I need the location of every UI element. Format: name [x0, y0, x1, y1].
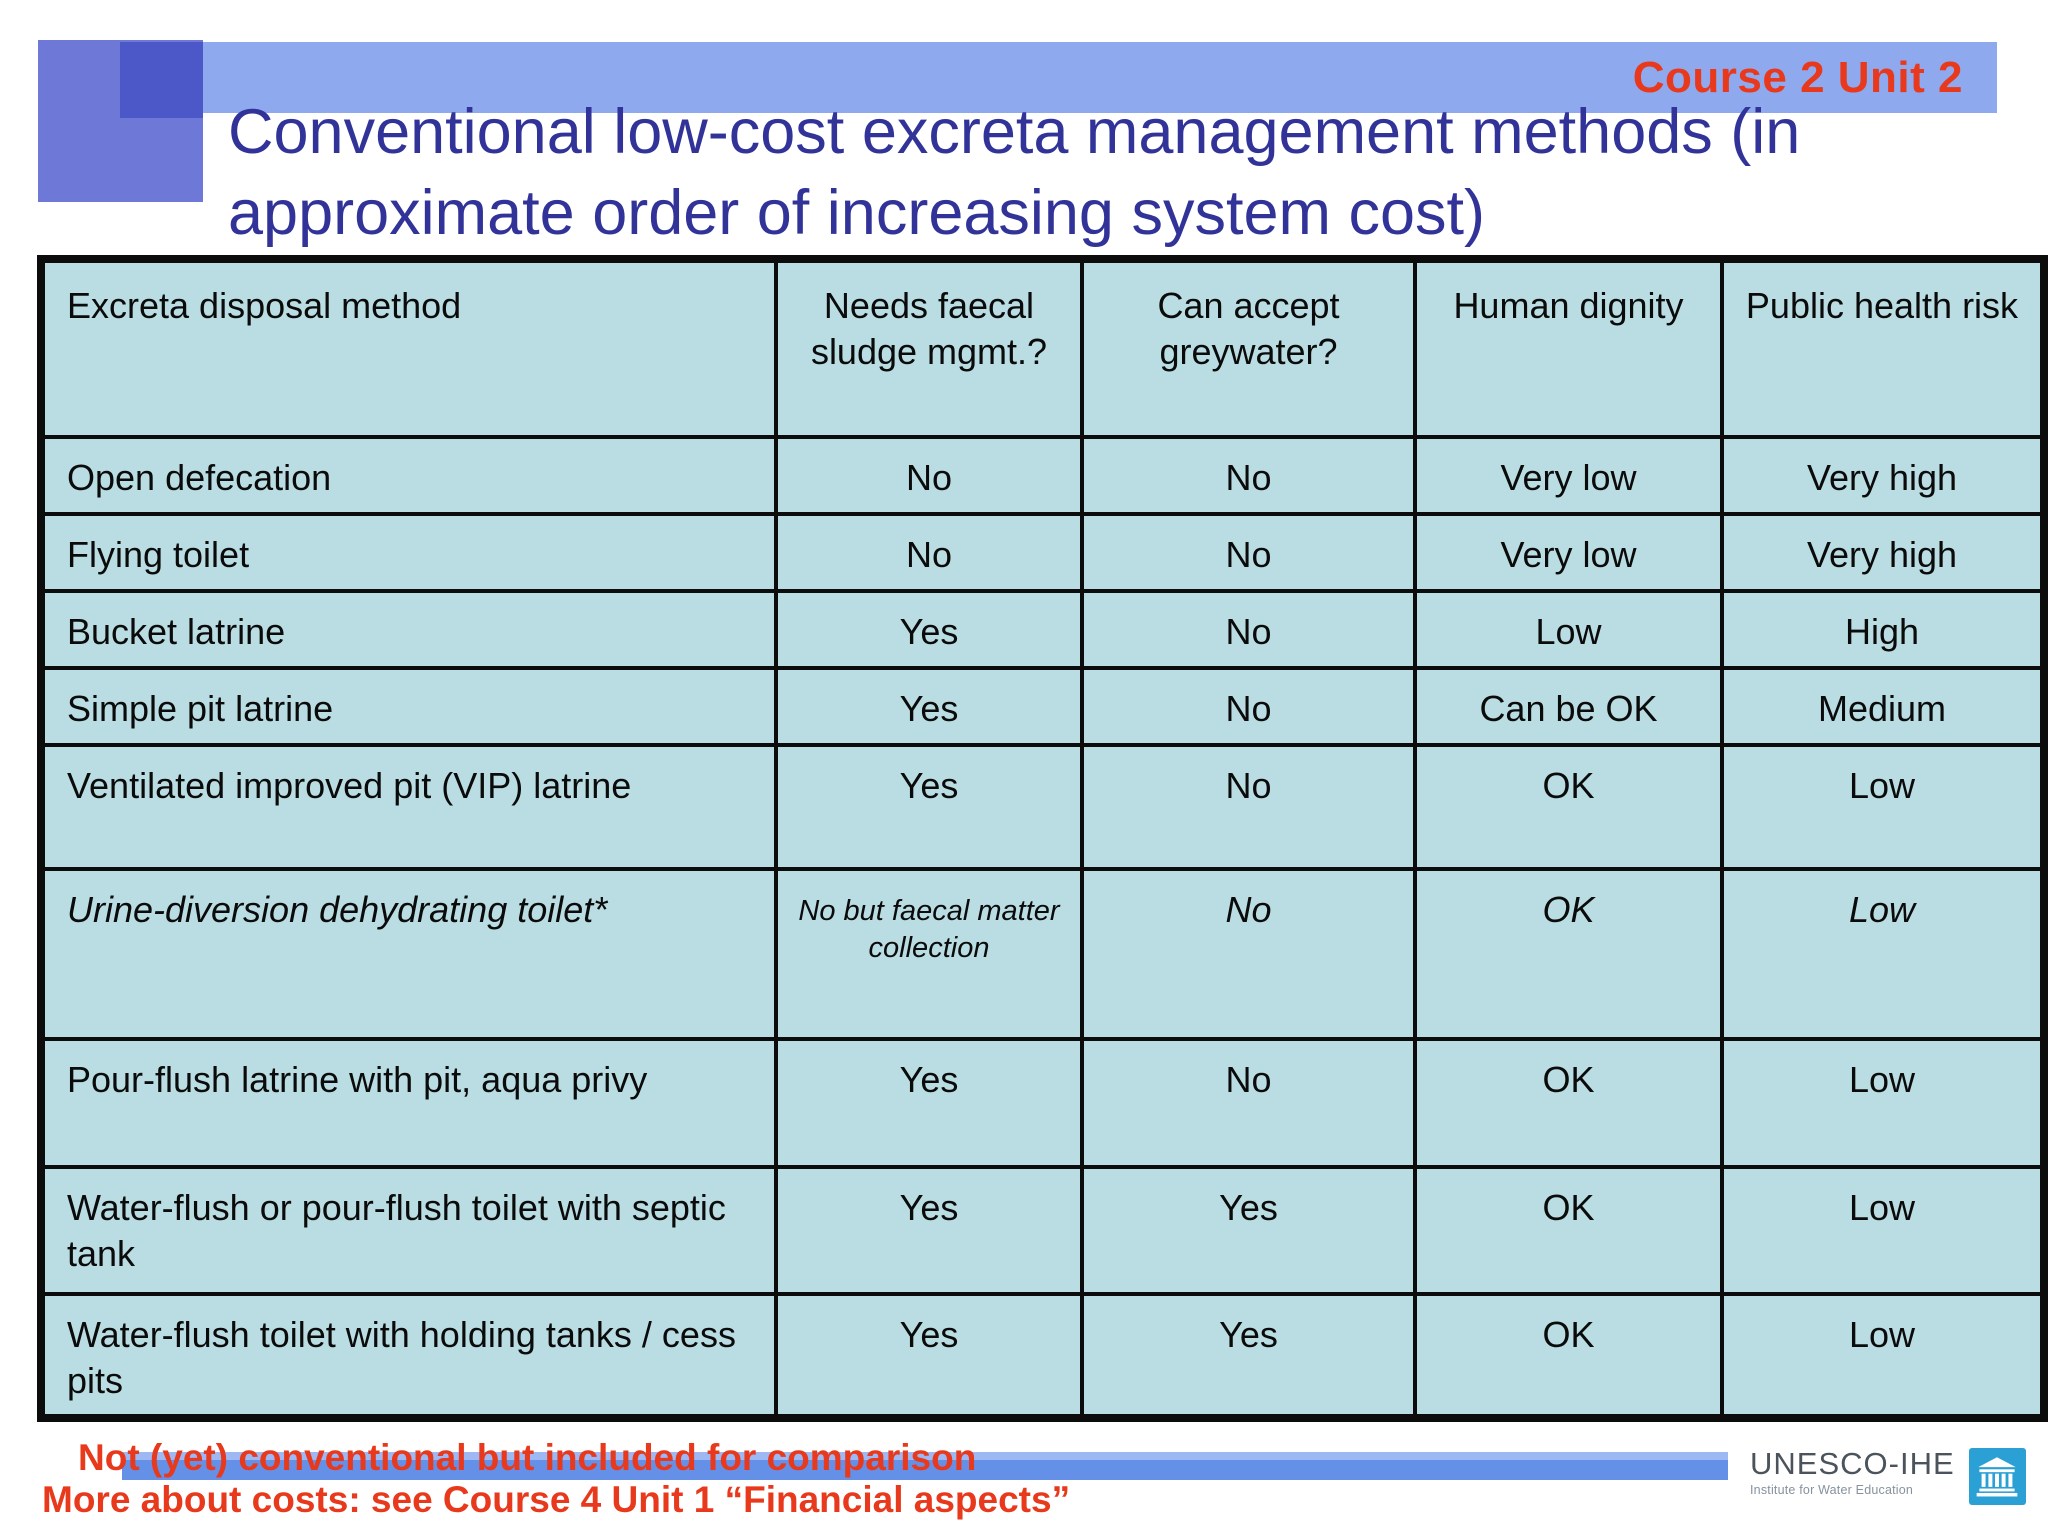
dignity-cell: Can be OK — [1413, 666, 1724, 747]
method-cell: Flying toilet — [39, 512, 778, 593]
greywater-cell: No — [1080, 435, 1417, 516]
greywater-cell: No — [1080, 512, 1417, 593]
faecal-sludge-cell: Yes — [774, 1165, 1084, 1296]
column-header: Excreta disposal method — [39, 257, 778, 439]
method-cell: Simple pit latrine — [39, 666, 778, 747]
column-header: Public health risk — [1720, 257, 2046, 439]
health-risk-cell: Low — [1720, 1037, 2046, 1169]
method-cell: Pour-flush latrine with pit, aqua privy — [39, 1037, 778, 1169]
footnote-comparison: Not (yet) conventional but included for … — [78, 1437, 977, 1478]
column-header: Human dignity — [1413, 257, 1724, 439]
method-cell: Open defecation — [39, 435, 778, 516]
dignity-cell: OK — [1413, 1037, 1724, 1169]
method-cell: Water-flush toilet with holding tanks / … — [39, 1292, 778, 1420]
method-cell: Bucket latrine — [39, 589, 778, 670]
health-risk-cell: Low — [1720, 1165, 2046, 1296]
greywater-cell: No — [1080, 589, 1417, 670]
health-risk-cell: High — [1720, 589, 2046, 670]
table-row: Open defecation No No Very low Very high — [39, 435, 2046, 516]
column-header: Needs faecal sludge mgmt.? — [774, 257, 1084, 439]
dignity-cell: OK — [1413, 867, 1724, 1041]
header-bar: Course 2 Unit 2 — [120, 42, 1997, 113]
greywater-cell: No — [1080, 1037, 1417, 1169]
page-title: Conventional low-cost excreta management… — [228, 97, 1801, 248]
method-cell: Urine-diversion dehydrating toilet* — [39, 867, 778, 1041]
dignity-cell: OK — [1413, 1292, 1724, 1420]
health-risk-cell: Medium — [1720, 666, 2046, 747]
table-row: Ventilated improved pit (VIP) latrine Yes… — [39, 743, 2046, 871]
unesco-temple-icon — [1968, 1448, 2026, 1505]
footnote-costs: More about costs: see Course 4 Unit 1 “F… — [42, 1479, 1071, 1520]
health-risk-cell: Low — [1720, 1292, 2046, 1420]
logo-text: UNESCO-IHE Institute for Water Education — [1750, 1446, 1955, 1498]
column-header: Can accept greywater? — [1080, 257, 1417, 439]
faecal-sludge-cell: Yes — [774, 589, 1084, 670]
table-row: Urine-diversion dehydrating toilet* No bu… — [39, 867, 2046, 1041]
faecal-sludge-cell: Yes — [774, 1037, 1084, 1169]
table-row: Water-flush toilet with holding tanks / … — [39, 1292, 2046, 1420]
faecal-sludge-cell: Yes — [774, 666, 1084, 747]
health-risk-cell: Low — [1720, 743, 2046, 871]
table-row: Flying toilet No No Very low Very high — [39, 512, 2046, 593]
greywater-cell: No — [1080, 666, 1417, 747]
dignity-cell: OK — [1413, 1165, 1724, 1296]
dignity-cell: OK — [1413, 743, 1724, 871]
table-row: Bucket latrine Yes No Low High — [39, 589, 2046, 670]
table-row: Simple pit latrine Yes No Can be OK Medium — [39, 666, 2046, 747]
faecal-sludge-cell: No but faecal matter collection — [774, 867, 1084, 1041]
faecal-sludge-cell: No — [774, 435, 1084, 516]
table-row: Water-flush or pour-flush toilet with se… — [39, 1165, 2046, 1296]
greywater-cell: No — [1080, 743, 1417, 871]
faecal-sludge-cell: Yes — [774, 1292, 1084, 1420]
dignity-cell: Very low — [1413, 512, 1724, 593]
faecal-sludge-cell: No — [774, 512, 1084, 593]
greywater-cell: No — [1080, 867, 1417, 1041]
course-unit-label: Course 2 Unit 2 — [1632, 52, 1963, 102]
health-risk-cell: Low — [1720, 867, 2046, 1041]
method-cell: Water-flush or pour-flush toilet with se… — [39, 1165, 778, 1296]
faecal-sludge-cell: Yes — [774, 743, 1084, 871]
dignity-cell: Low — [1413, 589, 1724, 670]
method-cell: Ventilated improved pit (VIP) latrine — [39, 743, 778, 871]
health-risk-cell: Very high — [1720, 512, 2046, 593]
greywater-cell: Yes — [1080, 1165, 1417, 1296]
decorative-overlap-square — [120, 42, 203, 118]
table-header-row: Excreta disposal method Needs faecal slud… — [39, 257, 2046, 439]
excreta-methods-table: Excreta disposal method Needs faecal slud… — [37, 255, 2048, 1422]
logo-subtitle: Institute for Water Education — [1750, 1483, 1914, 1497]
unesco-ihe-logo: UNESCO-IHE Institute for Water Education — [1750, 1448, 2026, 1505]
greywater-cell: Yes — [1080, 1292, 1417, 1420]
logo-name: UNESCO-IHE — [1750, 1446, 1955, 1481]
table-row: Pour-flush latrine with pit, aqua privy Y… — [39, 1037, 2046, 1169]
dignity-cell: Very low — [1413, 435, 1724, 516]
health-risk-cell: Very high — [1720, 435, 2046, 516]
footer-accent-bar — [122, 1452, 1728, 1480]
